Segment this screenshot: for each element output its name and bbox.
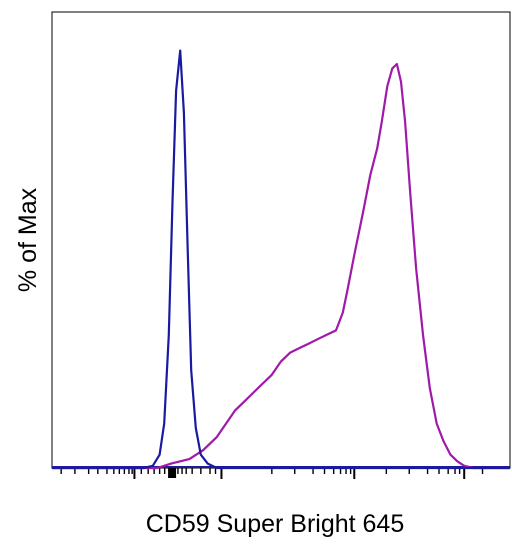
series-group: [52, 49, 510, 470]
plot-frame: [51, 11, 511, 469]
x-tick-cluster: [168, 468, 177, 478]
x-axis-label: CD59 Super Bright 645: [146, 510, 404, 538]
y-axis-label: % of Max: [14, 187, 42, 292]
series-line-0: [52, 49, 510, 470]
series-line-1: [52, 62, 510, 470]
